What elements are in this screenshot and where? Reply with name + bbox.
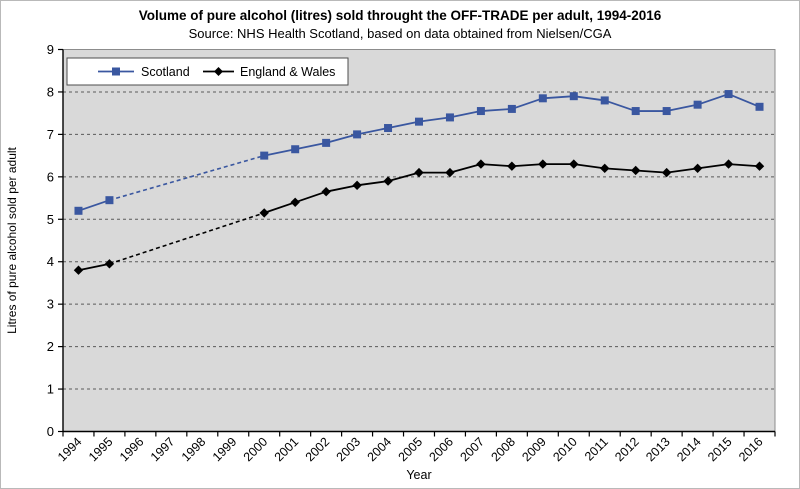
x-tick-label: 2007 [457,435,487,465]
england-wales-marker [723,159,734,169]
y-tick-label: 0 [47,424,54,439]
legend-label: England & Wales [240,65,335,79]
scotland-marker [507,104,516,113]
x-tick-label: 1999 [210,435,240,465]
scotland-marker [662,107,671,116]
scotland-marker [600,96,609,105]
england-wales-marker [569,159,579,169]
england-wales-marker [754,161,765,171]
scotland-marker [291,145,300,154]
england-wales-marker [104,259,115,269]
x-tick-label: 2013 [643,435,673,465]
scotland-marker [755,102,764,111]
scotland-marker [693,100,702,109]
england-wales-marker [476,159,486,169]
x-tick-label: 1994 [55,435,85,465]
x-tick-label: 1996 [117,435,147,465]
y-tick-label: 6 [47,169,54,184]
x-tick-label: 2000 [241,435,271,465]
y-tick-label: 8 [47,84,54,99]
x-tick-label: 2010 [550,435,580,465]
england-wales-marker [290,197,300,207]
x-tick-label: 2003 [334,435,364,465]
x-tick-label: 2011 [582,435,611,464]
england-wales-marker [538,159,548,169]
x-tick-label: 2001 [272,435,302,465]
scotland-marker [260,151,269,160]
england-wales-marker [692,163,703,174]
y-axis-title: Litres of pure alcohol sold per adult [5,146,19,333]
scotland-marker [353,130,362,139]
y-tick-label: 5 [47,212,54,227]
x-tick-label: 2006 [427,435,457,465]
x-tick-label: 2016 [736,435,766,465]
plot-area [62,49,776,432]
scotland-marker [569,92,578,101]
england-wales-marker [259,208,269,218]
england-wales-marker [445,167,455,178]
england-wales-marker [600,163,610,174]
x-axis-title: Year [406,468,431,482]
chart-header: Volume of pure alcohol (litres) sold thr… [1,7,799,43]
scotland-line [78,93,760,212]
england-wales-line-gap [109,212,265,265]
england-wales-marker [383,176,393,186]
chart-subtitle: Source: NHS Health Scotland, based on da… [188,26,612,42]
x-tick-label: 2004 [365,435,395,465]
x-tick-label: 2005 [396,435,426,465]
y-tick-label: 2 [47,339,54,354]
legend-marker [214,67,223,76]
y-tick-label: 1 [47,382,54,397]
england-wales-marker [352,180,362,191]
england-wales-marker [321,186,331,197]
scotland-marker [631,107,640,116]
england-wales-marker [661,167,672,178]
x-tick-label: 2009 [519,435,549,465]
scotland-marker [445,113,454,122]
scotland-line-gap [109,154,265,201]
scotland-marker [322,138,331,147]
england-wales-marker [630,165,641,176]
england-wales-marker [73,265,84,275]
england-wales-marker [507,161,517,171]
y-tick-label: 7 [47,127,54,142]
x-tick-label: 1997 [148,435,178,465]
legend-label: Scotland [141,65,190,79]
scotland-marker [74,206,83,215]
x-tick-label: 2015 [705,435,735,465]
scotland-marker [105,196,114,205]
scotland-marker [415,117,423,126]
y-tick-label: 3 [47,297,54,312]
x-tick-label: 2014 [674,435,704,465]
legend-marker [112,67,120,76]
england-wales-marker [414,167,424,178]
scotland-marker [476,107,485,116]
y-tick-label: 9 [47,42,54,57]
scotland-marker [384,124,393,133]
x-tick-label: 1995 [86,435,116,465]
x-tick-label: 2002 [303,435,333,465]
scotland-marker [538,94,547,103]
chart-title: Volume of pure alcohol (litres) sold thr… [138,8,662,23]
england-wales-line [78,163,760,272]
y-tick-label: 4 [47,254,54,269]
x-tick-label: 2012 [612,435,642,465]
x-tick-label: 1998 [179,435,209,465]
x-tick-label: 2008 [488,435,518,465]
scotland-marker [724,90,733,99]
